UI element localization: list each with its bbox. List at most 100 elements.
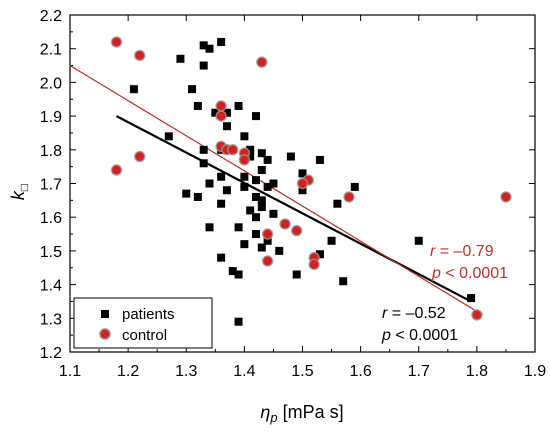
y-axis: 1.2 1.3 1.4 1.5 1.6 1.7 1.8 1.9 2.0 2.1 2.2: [40, 8, 535, 362]
patient-point: [252, 112, 260, 121]
y-tick-label: 2.0: [40, 75, 62, 92]
control-point: [110, 36, 123, 48]
patient-point: [199, 145, 208, 154]
patient-point: [263, 182, 272, 191]
patient-point: [240, 240, 249, 249]
patient-point: [257, 243, 266, 252]
patient-point: [257, 166, 266, 175]
control-point: [290, 224, 303, 237]
control-point: [256, 56, 268, 68]
patient-point: [339, 277, 348, 286]
legend-box: [73, 297, 213, 349]
x-tick-label: 1.2: [117, 363, 139, 380]
control-point: [110, 164, 123, 176]
patient-point: [315, 155, 324, 164]
patient-point: [298, 186, 307, 195]
patients-fit-line: [115, 115, 472, 303]
patient-point: [246, 145, 255, 154]
control-point: [500, 191, 512, 203]
y-axis-title: k□: [8, 184, 31, 200]
patient-point: [252, 192, 260, 201]
patients-p-value: < 0.0001: [391, 327, 458, 344]
control-point: [215, 110, 227, 122]
control-point: [308, 258, 320, 271]
patient-point: [188, 85, 197, 94]
patient-point: [263, 155, 272, 164]
patient-point: [240, 172, 249, 181]
control-point: [238, 154, 251, 166]
y-tick-label: 1.6: [40, 210, 62, 227]
patient-point: [211, 108, 220, 117]
patient-point: [199, 159, 208, 168]
patient-point: [298, 169, 307, 178]
patient-point: [176, 54, 185, 63]
legend-patients-label: patients: [122, 306, 175, 323]
control-point: [279, 218, 291, 230]
patient-point: [129, 85, 138, 94]
patient-point: [286, 152, 295, 161]
patient-point: [467, 294, 476, 303]
x-axis-symbol: η: [260, 402, 270, 422]
y-tick-label: 1.2: [40, 345, 62, 362]
patient-point: [222, 186, 231, 195]
x-axis: 1.1 1.2 1.3 1.4 1.5 1.6 1.7 1.8 1.9: [59, 15, 546, 380]
patient-point: [414, 236, 423, 245]
patient-point: [240, 132, 249, 141]
x-tick-label: 1.3: [175, 363, 197, 380]
patient-point: [222, 108, 231, 117]
patient-point: [205, 223, 214, 232]
patient-point: [240, 182, 249, 191]
patient-point: [257, 149, 266, 158]
control-points: [110, 36, 512, 321]
patient-point: [269, 209, 278, 218]
patient-point: [217, 253, 226, 262]
patient-point: [252, 230, 260, 239]
control-point: [261, 228, 274, 240]
control-p-value: < 0.0001: [441, 265, 508, 282]
patient-point: [257, 203, 266, 212]
control-p-annotation: p < 0.0001: [431, 265, 508, 282]
patient-point: [252, 176, 260, 185]
patient-point: [234, 317, 243, 326]
control-point: [471, 309, 483, 321]
x-axis-unit: [mPa s]: [283, 402, 344, 422]
x-tick-label: 1.5: [291, 363, 313, 380]
x-tick-label: 1.6: [350, 363, 372, 380]
control-point: [261, 255, 274, 267]
patients-r-value: = –0.52: [387, 305, 445, 322]
patient-point: [257, 196, 266, 205]
x-tick-label: 1.9: [524, 363, 546, 380]
patient-point: [246, 206, 255, 215]
y-tick-label: 1.3: [40, 311, 62, 328]
patient-point: [327, 236, 336, 245]
patient-point: [205, 179, 214, 188]
y-tick-label: 1.7: [40, 177, 62, 194]
control-fit-line: [70, 65, 483, 316]
control-point: [343, 191, 355, 203]
y-tick-label: 1.8: [40, 143, 62, 160]
patient-point: [234, 101, 243, 110]
control-point: [227, 144, 239, 156]
patient-point: [333, 199, 342, 208]
x-axis-subscript: p: [269, 410, 277, 425]
patient-point: [217, 37, 226, 46]
control-point: [215, 100, 227, 112]
patient-point: [217, 172, 226, 181]
y-tick-label: 1.5: [40, 244, 62, 261]
y-tick-label: 1.4: [40, 278, 62, 295]
control-point: [296, 177, 309, 190]
patients-r-annotation: r = –0.52: [382, 305, 446, 322]
patient-point: [228, 267, 237, 276]
patient-point: [252, 213, 260, 222]
patient-point: [269, 179, 278, 188]
x-tick-label: 1.7: [408, 363, 430, 380]
patient-point: [234, 223, 243, 232]
control-r-annotation: r = –0.79: [430, 243, 494, 260]
patient-point: [315, 250, 324, 259]
legend-patients-marker: [101, 310, 109, 318]
patients-p-label: p: [381, 327, 391, 344]
control-r-value: = –0.79: [435, 243, 493, 260]
patient-point: [234, 270, 243, 279]
y-tick-label: 1.9: [40, 109, 62, 126]
fit-lines: [70, 65, 483, 316]
